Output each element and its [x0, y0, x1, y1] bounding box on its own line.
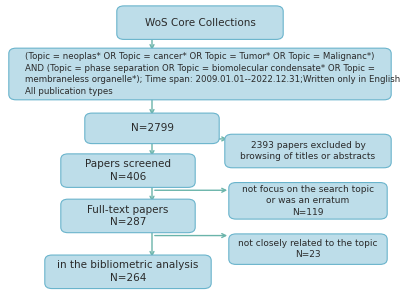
FancyBboxPatch shape: [9, 48, 391, 100]
FancyBboxPatch shape: [45, 255, 211, 289]
FancyBboxPatch shape: [117, 6, 283, 40]
Text: Full-text papers
N=287: Full-text papers N=287: [87, 204, 169, 227]
FancyBboxPatch shape: [229, 182, 387, 219]
Text: Papers screened
N=406: Papers screened N=406: [85, 159, 171, 182]
Text: 2393 papers excluded by
browsing of titles or abstracts: 2393 papers excluded by browsing of titl…: [240, 141, 376, 161]
Text: not focus on the search topic
or was an erratum
N=119: not focus on the search topic or was an …: [242, 185, 374, 217]
Text: (Topic = neoplas* OR Topic = cancer* OR Topic = Tumor* OR Topic = Malignanc*)
AN: (Topic = neoplas* OR Topic = cancer* OR …: [25, 52, 400, 96]
FancyBboxPatch shape: [225, 134, 391, 168]
Text: N=2799: N=2799: [130, 123, 174, 133]
FancyBboxPatch shape: [85, 113, 219, 144]
FancyBboxPatch shape: [61, 199, 195, 233]
Text: in the bibliometric analysis
N=264: in the bibliometric analysis N=264: [57, 260, 199, 283]
FancyBboxPatch shape: [229, 234, 387, 265]
Text: WoS Core Collections: WoS Core Collections: [144, 18, 256, 28]
FancyBboxPatch shape: [61, 154, 195, 187]
Text: not closely related to the topic
N=23: not closely related to the topic N=23: [238, 239, 378, 259]
